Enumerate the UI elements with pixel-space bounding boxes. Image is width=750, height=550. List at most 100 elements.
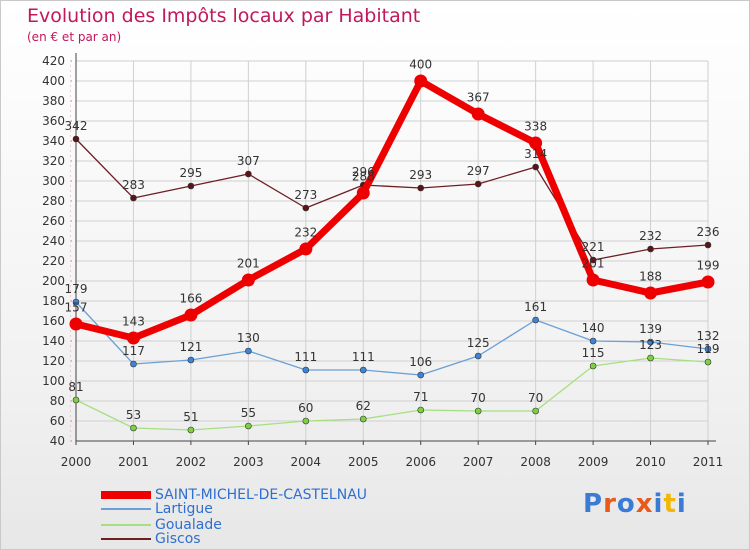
y-tick-label-240: 240 bbox=[42, 234, 65, 248]
data-point-giscos-2007 bbox=[474, 180, 482, 188]
data-point-goualade-2008 bbox=[532, 407, 539, 415]
data-label-giscos-2011: 236 bbox=[697, 225, 720, 239]
data-label-saint-michel-de-castelnau-2001: 143 bbox=[122, 315, 145, 329]
grid-layer bbox=[75, 60, 709, 442]
legend-swatch-saint-michel bbox=[101, 491, 151, 499]
data-point-saint-michel-de-castelnau-2010 bbox=[644, 286, 658, 300]
x-tick-label-2000: 2000 bbox=[61, 455, 92, 469]
data-label-saint-michel-de-castelnau-2005: 288 bbox=[352, 170, 375, 184]
data-point-giscos-2010 bbox=[647, 245, 654, 253]
data-label-goualade-2004: 60 bbox=[298, 401, 313, 415]
legend-label-lartigue: Lartigue bbox=[155, 501, 213, 517]
logo-letter: t bbox=[663, 489, 677, 519]
x-tick-label-2004: 2004 bbox=[291, 455, 322, 469]
data-point-lartigue-2005 bbox=[359, 366, 367, 374]
y-tick-label-220: 220 bbox=[42, 254, 65, 268]
data-label-goualade-2007: 70 bbox=[471, 391, 486, 405]
data-label-lartigue-2011: 132 bbox=[697, 329, 720, 343]
legend-item-lartigue: Lartigue bbox=[101, 501, 213, 517]
data-point-giscos-2000 bbox=[72, 135, 80, 143]
x-tick-label-2008: 2008 bbox=[520, 455, 551, 469]
chart-subtitle: (en € et par an) bbox=[27, 30, 122, 44]
data-point-goualade-2002 bbox=[187, 426, 195, 434]
data-label-lartigue-2001: 117 bbox=[122, 344, 145, 358]
data-label-saint-michel-de-castelnau-2004: 232 bbox=[294, 226, 317, 240]
logo-letter: r bbox=[603, 489, 617, 519]
data-label-goualade-2006: 71 bbox=[413, 390, 428, 404]
data-label-lartigue-2009: 140 bbox=[582, 321, 605, 335]
data-label-lartigue-2002: 121 bbox=[179, 340, 202, 354]
data-point-lartigue-2011 bbox=[704, 345, 712, 353]
y-tick-label-160: 160 bbox=[42, 314, 65, 328]
legend-item-saint-michel: SAINT-MICHEL-DE-CASTELNAU bbox=[101, 487, 367, 503]
y-tick-label-60: 60 bbox=[50, 414, 65, 428]
data-point-saint-michel-de-castelnau-2008 bbox=[529, 136, 543, 150]
data-label-saint-michel-de-castelnau-2000: 157 bbox=[65, 301, 88, 315]
logo-letter: P bbox=[583, 489, 604, 519]
data-label-saint-michel-de-castelnau-2006: 400 bbox=[409, 58, 432, 72]
data-point-lartigue-2002 bbox=[187, 356, 195, 364]
y-tick-label-100: 100 bbox=[42, 374, 65, 388]
chart-title: Evolution des Impôts locaux par Habitant bbox=[27, 5, 421, 27]
legend-label-goualade: Goualade bbox=[155, 517, 222, 533]
data-label-lartigue-2007: 125 bbox=[467, 336, 490, 350]
data-point-goualade-2003 bbox=[245, 422, 252, 430]
x-tick-label-2007: 2007 bbox=[463, 455, 494, 469]
data-label-saint-michel-de-castelnau-2003: 201 bbox=[237, 257, 260, 271]
x-tick-label-2011: 2011 bbox=[693, 455, 724, 469]
y-tick-label-120: 120 bbox=[42, 354, 65, 368]
data-point-giscos-2001 bbox=[130, 194, 137, 202]
data-label-giscos-2001: 283 bbox=[122, 178, 145, 192]
data-label-goualade-2002: 51 bbox=[183, 410, 198, 424]
data-point-saint-michel-de-castelnau-2009 bbox=[586, 273, 600, 287]
data-label-giscos-2008: 314 bbox=[524, 147, 547, 161]
logo-letter: i bbox=[653, 489, 664, 519]
data-label-goualade-2008: 70 bbox=[528, 391, 543, 405]
data-point-goualade-2005 bbox=[359, 415, 367, 423]
data-label-lartigue-2005: 111 bbox=[352, 350, 375, 364]
data-point-lartigue-2010 bbox=[647, 338, 654, 346]
legend-swatch-giscos bbox=[101, 538, 151, 540]
y-tick-label-380: 380 bbox=[42, 94, 65, 108]
data-point-saint-michel-de-castelnau-2004 bbox=[299, 242, 313, 256]
data-label-lartigue-2006: 106 bbox=[409, 355, 432, 369]
data-label-goualade-2010: 123 bbox=[639, 338, 662, 352]
data-label-saint-michel-de-castelnau-2009: 201 bbox=[582, 257, 605, 271]
data-point-lartigue-2001 bbox=[130, 360, 137, 368]
y-tick-label-200: 200 bbox=[42, 274, 65, 288]
data-label-saint-michel-de-castelnau-2008: 338 bbox=[524, 120, 547, 134]
data-point-giscos-2009 bbox=[589, 256, 597, 264]
series-layer bbox=[69, 74, 715, 434]
proxiti-logo: Proxiti bbox=[583, 489, 687, 519]
data-label-giscos-2004: 273 bbox=[294, 188, 317, 202]
data-label-giscos-2003: 307 bbox=[237, 154, 260, 168]
x-tick-label-2006: 2006 bbox=[405, 455, 436, 469]
logo-letter: i bbox=[676, 489, 687, 519]
data-label-giscos-2010: 232 bbox=[639, 229, 662, 243]
data-label-lartigue-2010: 139 bbox=[639, 322, 662, 336]
data-label-goualade-2001: 53 bbox=[126, 408, 141, 422]
data-point-lartigue-2007 bbox=[474, 352, 482, 360]
data-label-giscos-2005: 296 bbox=[352, 165, 375, 179]
data-point-giscos-2006 bbox=[417, 184, 425, 192]
data-label-lartigue-2003: 130 bbox=[237, 331, 260, 345]
y-tick-label-140: 140 bbox=[42, 334, 65, 348]
x-tick-label-2003: 2003 bbox=[233, 455, 264, 469]
y-tick-label-180: 180 bbox=[42, 294, 65, 308]
data-point-saint-michel-de-castelnau-2007 bbox=[471, 107, 485, 121]
x-tick-label-2002: 2002 bbox=[176, 455, 207, 469]
data-point-saint-michel-de-castelnau-2002 bbox=[184, 308, 198, 322]
data-point-saint-michel-de-castelnau-2011 bbox=[701, 275, 715, 289]
data-label-saint-michel-de-castelnau-2010: 188 bbox=[639, 270, 662, 284]
y-tick-label-260: 260 bbox=[42, 214, 65, 228]
data-label-goualade-2011: 119 bbox=[697, 342, 720, 356]
data-label-saint-michel-de-castelnau-2011: 199 bbox=[697, 259, 720, 273]
legend-swatch-lartigue bbox=[101, 508, 151, 510]
y-tick-label-280: 280 bbox=[42, 194, 65, 208]
legend-label-giscos: Giscos bbox=[155, 531, 201, 547]
data-label-layer: 342 283 295 307 273 296 293 297 314 221 232 236 179 1… bbox=[65, 58, 720, 425]
data-label-giscos-2009: 221 bbox=[582, 240, 605, 254]
data-label-goualade-2005: 62 bbox=[356, 399, 371, 413]
